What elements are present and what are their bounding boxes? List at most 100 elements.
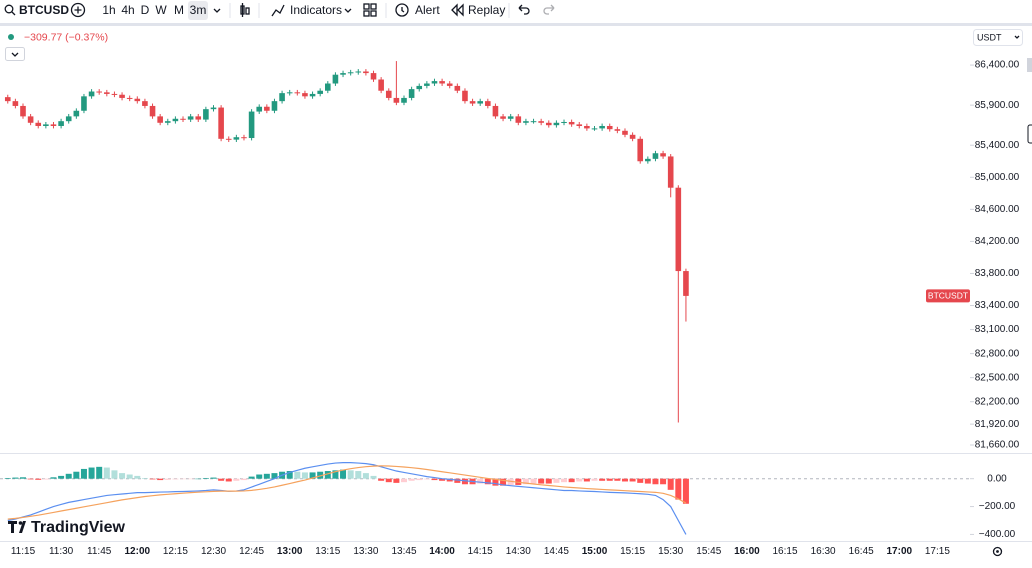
alert-icon[interactable]	[395, 3, 409, 17]
price-change: −309.77 (−0.37%)	[24, 31, 108, 43]
candle-body	[591, 128, 598, 130]
histogram-bar	[461, 478, 468, 485]
candle-body	[325, 83, 331, 91]
replay-button[interactable]: Replay	[468, 3, 505, 17]
candle-body	[675, 187, 682, 272]
scrollbar[interactable]	[1027, 58, 1032, 72]
histogram-bar	[378, 478, 385, 481]
symbol[interactable]: BTCUSD	[19, 3, 69, 17]
candle-body	[20, 105, 26, 117]
candle-body	[134, 98, 141, 102]
histogram-bar	[340, 469, 347, 479]
active-interval-bg	[188, 1, 208, 20]
candle-body	[264, 106, 270, 111]
candle-body	[65, 116, 72, 122]
collapse-legend[interactable]	[5, 47, 25, 61]
toolbar: BTCUSD 1h 4h D W M 3m Indicators Alert Replay	[4, 1, 555, 20]
candle-body	[142, 101, 148, 106]
logo: TradingView	[8, 519, 126, 536]
redo-button[interactable]	[543, 4, 555, 15]
candle-body	[96, 91, 102, 93]
indicators-icon[interactable]	[271, 4, 285, 17]
histogram-bar	[324, 471, 331, 479]
y-tick-label: −400.00	[979, 529, 1016, 540]
currency[interactable]: USDT	[977, 32, 1002, 42]
candle-body	[637, 138, 644, 162]
histogram-bar	[317, 471, 324, 479]
candle-body	[157, 116, 163, 123]
search-icon[interactable]	[4, 4, 14, 14]
chart-type-button[interactable]	[240, 3, 250, 17]
currency-select[interactable]	[973, 29, 1023, 46]
histogram-bar	[553, 478, 560, 483]
candle-body	[568, 121, 575, 125]
candle-body	[462, 90, 468, 102]
collapse-chevron	[11, 52, 19, 57]
layout-cell	[370, 10, 377, 17]
x-tick-label: 13:00	[277, 546, 303, 557]
histogram-bar	[240, 478, 247, 481]
interval-menu[interactable]	[213, 8, 221, 13]
histogram-bar	[58, 475, 65, 479]
side-handle[interactable]	[1027, 124, 1032, 144]
y-tick-label: 83,800.00	[975, 268, 1020, 279]
interval-button[interactable]: 1h	[102, 3, 115, 17]
histogram-bar	[538, 478, 545, 484]
interval-button[interactable]: D	[141, 3, 150, 17]
compare-button[interactable]	[70, 2, 86, 18]
settings-button[interactable]	[992, 546, 1003, 557]
logo-mark	[8, 521, 26, 533]
alert-button[interactable]: Alert	[415, 3, 440, 17]
layout-cell	[370, 3, 377, 10]
histogram-bar	[50, 477, 57, 479]
x-tick-label: 12:45	[239, 546, 264, 557]
interval-button[interactable]: W	[155, 3, 167, 17]
candle-body	[50, 124, 57, 126]
candle-body	[363, 71, 369, 74]
replay-icon[interactable]	[451, 3, 464, 17]
x-tick-label: 12:15	[163, 546, 188, 557]
candle-body	[27, 116, 34, 123]
y-tick-label: 82,200.00	[975, 396, 1020, 407]
x-tick-label: 12:30	[201, 546, 226, 557]
x-tick-label: 14:00	[429, 546, 455, 557]
histogram-bar	[545, 478, 552, 484]
layouts-button[interactable]	[363, 3, 377, 17]
histogram-bar	[393, 478, 400, 483]
histogram-bar	[180, 478, 187, 480]
histogram-bar	[111, 470, 118, 479]
macd-line	[7, 462, 687, 535]
histogram-bar	[385, 478, 392, 483]
candle-body	[233, 137, 240, 140]
indicators-menu[interactable]	[344, 8, 352, 13]
candle-body	[576, 124, 583, 126]
candle-body	[58, 121, 64, 126]
histogram-bar	[248, 476, 255, 479]
interval-button[interactable]: M	[174, 3, 184, 17]
histogram-bar	[271, 473, 278, 479]
histogram-bar	[126, 474, 133, 479]
toolbar-border	[0, 23, 1032, 26]
x-tick-label: 16:15	[772, 546, 797, 557]
interval-button[interactable]: 4h	[121, 3, 134, 17]
candle-body	[347, 72, 354, 74]
candle-body	[500, 116, 506, 119]
candle-body	[424, 83, 430, 86]
candle-body	[385, 90, 392, 98]
candle-body	[515, 116, 522, 123]
interval-button[interactable]: 3m	[190, 3, 207, 17]
x-tick-label: 17:15	[925, 546, 950, 557]
histogram-bar	[218, 478, 225, 481]
candle-body	[645, 158, 651, 162]
histogram-bar	[492, 478, 499, 486]
indicators-button[interactable]: Indicators	[290, 3, 342, 17]
x-tick-label: 14:30	[506, 546, 531, 557]
candle-body	[660, 153, 666, 157]
histogram-bar	[172, 478, 179, 480]
histogram-bar	[96, 466, 103, 479]
undo-button[interactable]	[518, 4, 530, 15]
candle-body	[538, 121, 544, 123]
candle-body	[667, 156, 674, 188]
candle-body	[355, 71, 362, 73]
